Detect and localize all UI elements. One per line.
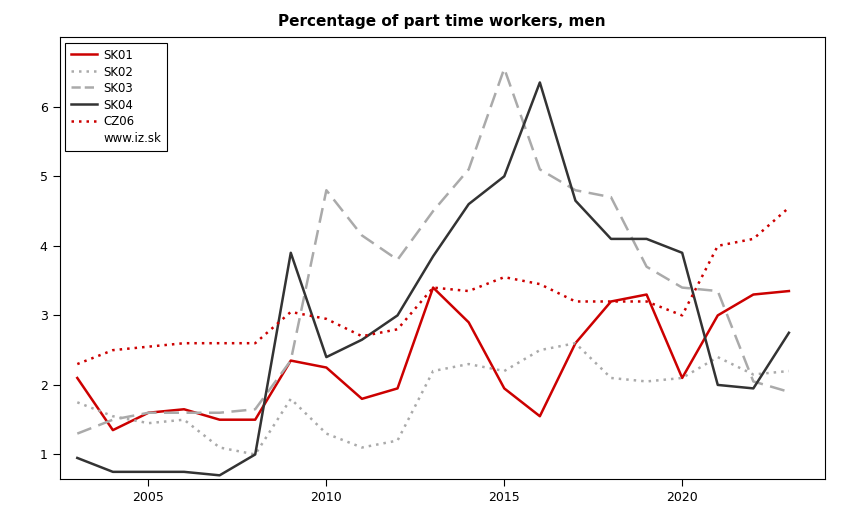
Title: Percentage of part time workers, men: Percentage of part time workers, men — [278, 14, 606, 29]
Legend: SK01, SK02, SK03, SK04, CZ06, www.iz.sk: SK01, SK02, SK03, SK04, CZ06, www.iz.sk — [65, 43, 167, 151]
